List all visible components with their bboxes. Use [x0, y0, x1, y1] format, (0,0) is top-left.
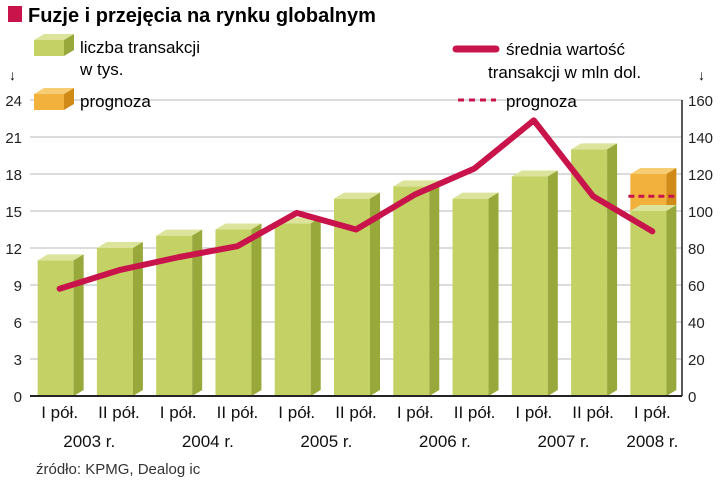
year-label: 2007 r. [537, 432, 589, 451]
bar-top [452, 192, 499, 199]
bar [274, 217, 321, 396]
x-tick-label: I pół. [397, 403, 434, 422]
legend-bar-swatch [34, 34, 74, 56]
title-marker [8, 6, 22, 22]
right-tick-label: 140 [688, 130, 713, 147]
x-tick-label: I pół. [41, 403, 78, 422]
right-tick-label: 100 [688, 204, 713, 221]
swatch-front [34, 94, 64, 110]
chart-title: Fuzje i przejęcia na rynku globalnym [28, 5, 376, 27]
left-tick-label: 21 [5, 130, 22, 147]
bar-top [393, 180, 440, 187]
bar-side [251, 223, 262, 396]
right-axis-arrow: ↓ [698, 67, 705, 83]
bar-front [274, 223, 311, 396]
bar-side [73, 254, 84, 396]
legend: liczba transakcji w tys. prognoza średni… [34, 34, 641, 111]
x-tick-label: II pół. [335, 403, 377, 422]
bar [452, 192, 499, 396]
year-label: 2003 r. [63, 432, 115, 451]
year-label: 2008 r. [626, 432, 678, 451]
left-tick-label: 15 [5, 204, 22, 221]
bar [37, 254, 84, 396]
bar-front [334, 198, 370, 396]
left-tick-label: 12 [5, 241, 22, 258]
right-tick-label: 40 [688, 315, 705, 332]
bar-front [215, 229, 252, 396]
year-label: 2004 r. [182, 432, 234, 451]
bar-top [96, 242, 143, 248]
bar-side [666, 205, 677, 396]
legend-line-label: średnia wartość [506, 40, 626, 59]
bar-side [429, 180, 440, 396]
bar-side [488, 192, 499, 396]
bar-side [607, 143, 618, 396]
year-label: 2006 r. [419, 432, 471, 451]
x-tick-label: II pół. [454, 403, 496, 422]
right-tick-label: 80 [688, 241, 705, 258]
bar-side [547, 170, 558, 396]
forecast-bar-top [630, 168, 677, 174]
bar-series [37, 143, 677, 396]
bar-top [156, 229, 203, 236]
x-tick-label: I pół. [278, 403, 315, 422]
x-tick-label: I pół. [160, 403, 197, 422]
bar-top [37, 254, 84, 261]
line-series [56, 117, 678, 292]
bar [334, 192, 380, 396]
legend-line-label-unit: transakcji w mln dol. [488, 63, 641, 82]
x-tick-label: I pół. [634, 403, 671, 422]
bar-front [630, 211, 667, 396]
bar [393, 180, 440, 396]
right-tick-label: 160 [688, 93, 713, 110]
left-tick-label: 3 [14, 352, 22, 369]
axes: 0 3 6 9 12 15 18 21 24 0 20 40 60 80 100 120 140 160 I pół… [5, 93, 713, 451]
left-tick-label: 18 [5, 167, 22, 184]
right-tick-label: 20 [688, 352, 705, 369]
right-tick-label: 60 [688, 278, 705, 295]
left-tick-label: 24 [5, 93, 22, 110]
x-tick-label: II pół. [217, 403, 259, 422]
bar-top [630, 205, 677, 211]
bar-top [571, 143, 618, 150]
swatch-side [64, 88, 74, 110]
legend-forecast-line-label: prognoza [506, 92, 577, 111]
bar-side [370, 192, 380, 396]
bar-top [511, 170, 558, 177]
left-tick-label: 9 [14, 278, 22, 295]
swatch-side [64, 34, 74, 56]
x-tick-label: I pół. [515, 403, 552, 422]
swatch-top [34, 88, 74, 94]
swatch-front [34, 40, 64, 56]
left-axis-arrow: ↓ [9, 67, 16, 83]
legend-bars-label: liczba transakcji [80, 38, 200, 57]
bar-top [334, 192, 380, 199]
legend-forecast-bar-label: prognoza [80, 92, 151, 111]
right-tick-label: 120 [688, 167, 713, 184]
x-tick-label: II pół. [572, 403, 614, 422]
bar-top [215, 223, 262, 230]
year-label: 2005 r. [300, 432, 352, 451]
bar-side [192, 229, 203, 396]
legend-forecast-bar-swatch [34, 88, 74, 110]
right-tick-label: 0 [688, 389, 696, 406]
left-tick-label: 6 [14, 315, 22, 332]
bar [511, 170, 558, 396]
bar-front [511, 176, 548, 396]
forecast-bar-side [666, 168, 677, 211]
bar-front [452, 198, 489, 396]
bar-front [37, 260, 74, 396]
forecast-bar-front [630, 174, 667, 211]
bar-side [132, 242, 143, 396]
bar [215, 223, 262, 396]
bar-front [393, 186, 430, 396]
left-tick-label: 0 [14, 389, 22, 406]
bar [630, 168, 677, 396]
bar-side [310, 217, 321, 396]
swatch-top [34, 34, 74, 40]
source-note: źródło: KPMG, Dealog ic [36, 461, 201, 478]
x-tick-label: II pół. [98, 403, 140, 422]
legend-bars-label-unit: w tys. [79, 60, 123, 79]
